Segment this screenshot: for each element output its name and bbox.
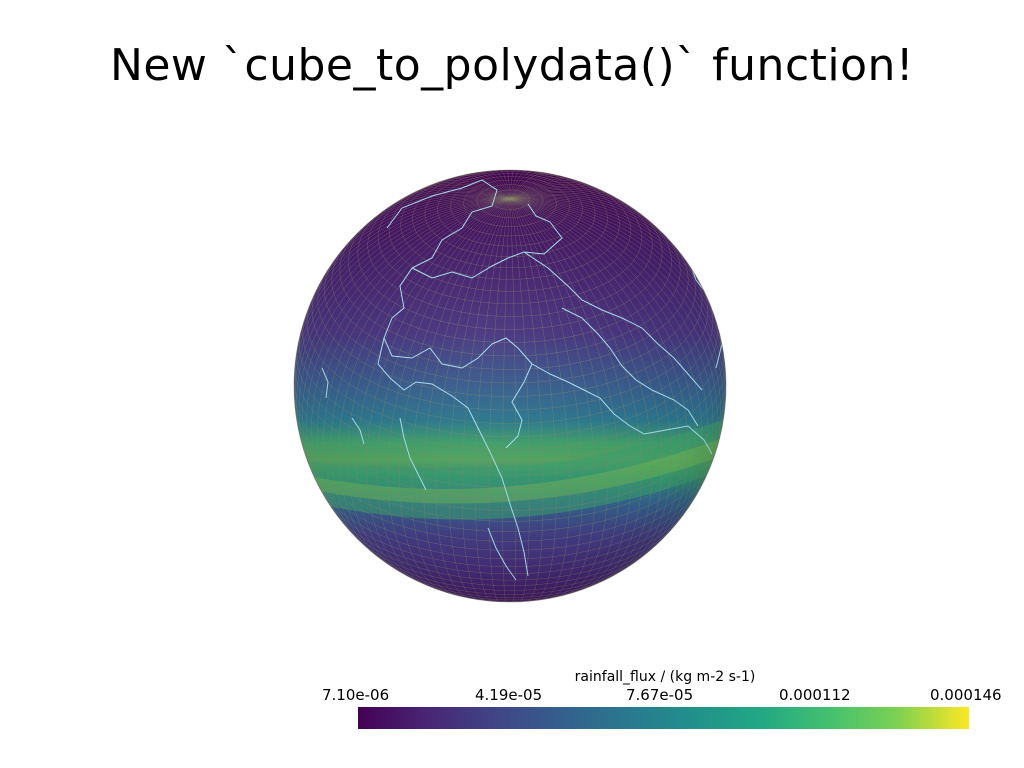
- globe-outline: [293, 169, 727, 603]
- colorbar-tick-2: 7.67e-05: [626, 686, 694, 704]
- colorbar-tick-4: 0.000146: [930, 686, 1002, 704]
- globe-svg: [293, 169, 727, 603]
- globe-shading: [294, 170, 726, 602]
- plot-title: New `cube_to_polydata()` function!: [109, 40, 915, 91]
- colorbar: [358, 707, 969, 729]
- colorbar-tick-1: 4.19e-05: [475, 686, 543, 704]
- colorbar-title: rainfall_flux / (kg m-2 s-1): [574, 669, 756, 685]
- globe-render[interactable]: [292, 168, 728, 604]
- colorbar-tick-0: 7.10e-06: [322, 686, 390, 704]
- colorbar-tick-3: 0.000112: [779, 686, 851, 704]
